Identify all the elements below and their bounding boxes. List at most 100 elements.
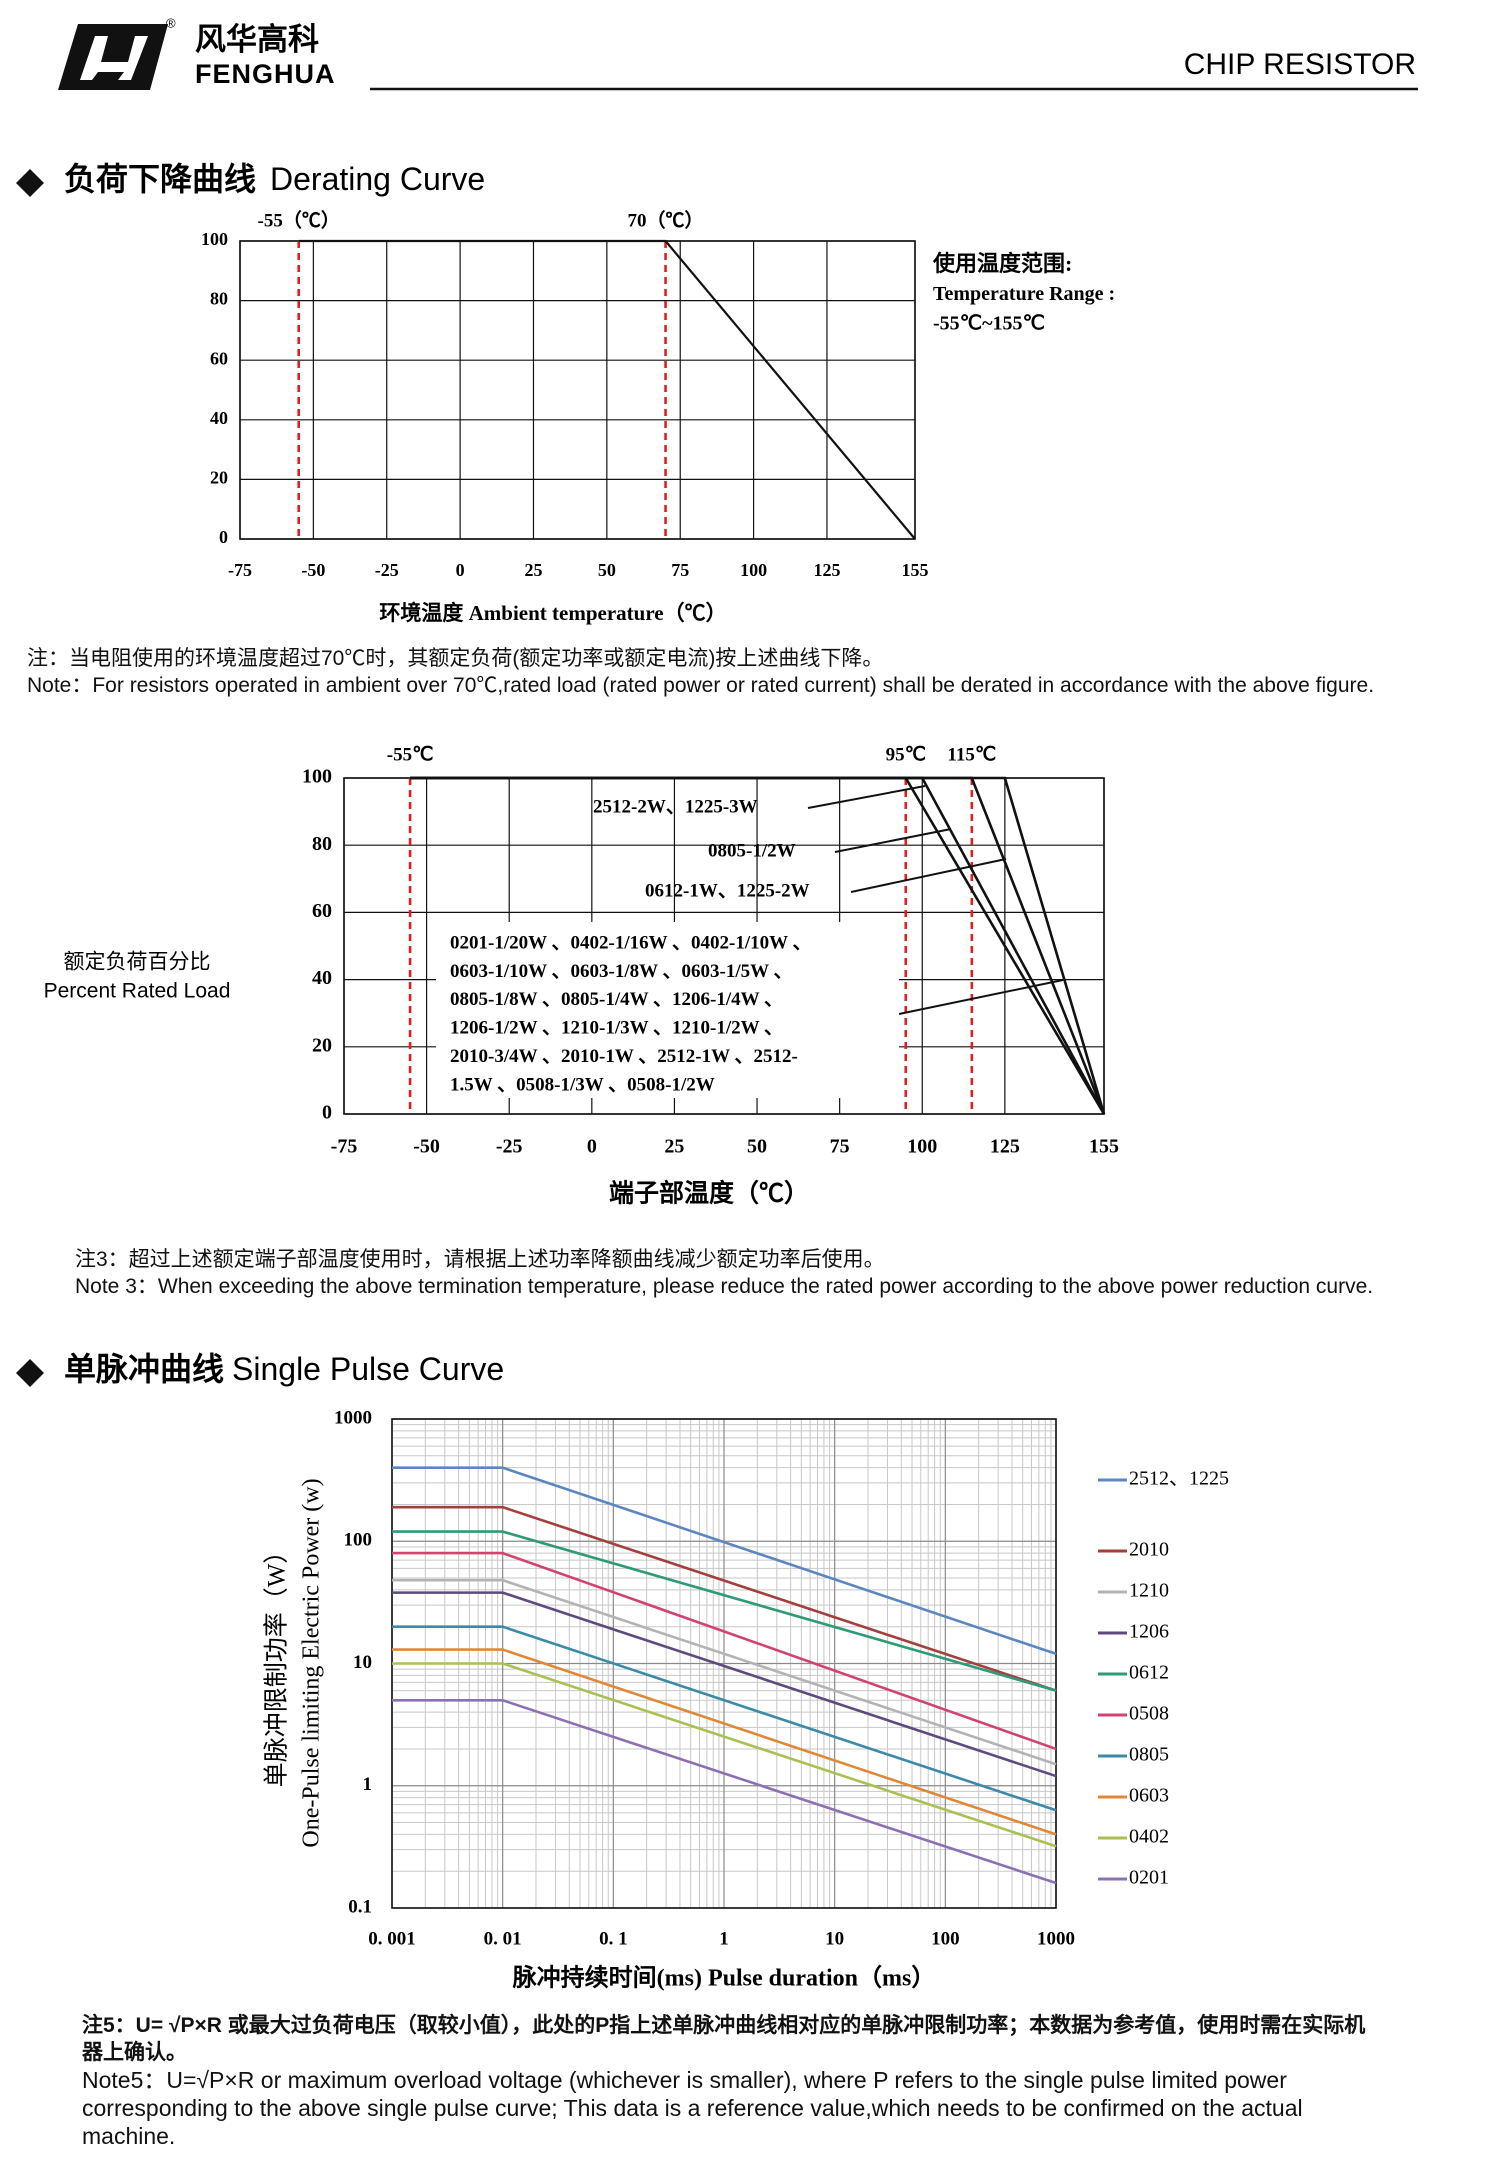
x-tick-label: 0. 1 bbox=[599, 1928, 628, 1949]
y-tick-label: 60 bbox=[312, 900, 332, 922]
x-axis-label: 端子部温度（℃） bbox=[609, 1179, 809, 1208]
x-tick-label: 0. 001 bbox=[368, 1928, 416, 1949]
y-tick-label: 100 bbox=[201, 229, 228, 249]
series-line bbox=[392, 1625, 1057, 1812]
doc-title: CHIP RESISTOR bbox=[1184, 48, 1416, 81]
x-tick-label: 1 bbox=[719, 1928, 729, 1949]
leader-line bbox=[850, 858, 1007, 893]
heading-bullet bbox=[16, 169, 44, 197]
heading-cn: 负荷下降曲线 bbox=[64, 161, 256, 197]
side-note: Temperature Range : bbox=[933, 283, 1115, 305]
series-label: 1.5W 、0508-1/3W 、0508-1/2W bbox=[450, 1074, 715, 1095]
x-tick-label: -75 bbox=[331, 1136, 358, 1158]
x-tick-label: 100 bbox=[907, 1136, 937, 1158]
y-tick-label: 0.1 bbox=[348, 1896, 372, 1917]
y-tick-label: 60 bbox=[210, 348, 228, 368]
section-heading: 负荷下降曲线 Derating Curve bbox=[64, 161, 485, 197]
side-note: 使用温度范围: bbox=[932, 251, 1072, 276]
x-tick-label: 1000 bbox=[1037, 1928, 1075, 1949]
y-tick-label: 10 bbox=[353, 1652, 372, 1673]
series-line bbox=[392, 1699, 1057, 1885]
x-tick-label: 0 bbox=[587, 1136, 597, 1158]
x-tick-label: -25 bbox=[375, 560, 399, 580]
series-label: 2512-2W、1225-3W bbox=[593, 796, 758, 817]
legend-label: 0603 bbox=[1129, 1785, 1169, 1807]
series-line bbox=[392, 1662, 1057, 1848]
y-tick-label: 20 bbox=[312, 1034, 332, 1056]
note-cn: 注：当电阻使用的环境温度超过70℃时，其额定负荷(额定功率或额定电流)按上述曲线… bbox=[27, 647, 884, 670]
y-axis-label: 单脉冲限制功率（W） bbox=[263, 1539, 291, 1788]
note-en: Note 3：When exceeding the above terminat… bbox=[75, 1275, 1374, 1298]
x-tick-label: 155 bbox=[902, 560, 929, 580]
leader-line bbox=[898, 979, 1064, 1015]
x-tick-label: 25 bbox=[524, 560, 542, 580]
y-axis-label: 额定负荷百分比 bbox=[64, 951, 211, 974]
x-tick-label: 50 bbox=[598, 560, 616, 580]
heading-cn: 单脉冲曲线 bbox=[64, 1351, 224, 1387]
logo-en: FENGHUA bbox=[195, 59, 336, 89]
y-tick-label: 1 bbox=[363, 1774, 373, 1795]
legend-label: 2512、1225 bbox=[1129, 1468, 1229, 1490]
x-tick-label: 75 bbox=[830, 1136, 850, 1158]
label-box bbox=[436, 922, 899, 1098]
note-5: 注5：U= √P×R 或最大过负荷电压（取较小值），此处的P指上述单脉冲曲线相对… bbox=[82, 2012, 1372, 2150]
series-label: 1206-1/2W 、1210-1/3W 、1210-1/2W 、 bbox=[450, 1018, 783, 1039]
logo-cn: 风华高科 bbox=[195, 22, 319, 57]
heading-en: Derating Curve bbox=[270, 161, 485, 197]
y-tick-label: 40 bbox=[312, 967, 332, 989]
series-label: 0805-1/2W bbox=[708, 840, 796, 861]
legend-label: 0612 bbox=[1129, 1662, 1169, 1684]
legend-label: 0805 bbox=[1129, 1744, 1169, 1766]
legend-label: 1210 bbox=[1129, 1580, 1169, 1602]
x-tick-label: 25 bbox=[664, 1136, 684, 1158]
y-tick-label: 100 bbox=[302, 766, 332, 788]
y-tick-label: 80 bbox=[312, 833, 332, 855]
legend-label: 0508 bbox=[1129, 1703, 1169, 1725]
x-tick-label: 0 bbox=[456, 560, 465, 580]
series-line bbox=[392, 1648, 1057, 1836]
y-tick-label: 1000 bbox=[334, 1407, 372, 1428]
series-label: 0805-1/8W 、0805-1/4W 、1206-1/4W 、 bbox=[450, 989, 783, 1010]
x-tick-label: 125 bbox=[813, 560, 840, 580]
y-axis-label: Percent Rated Load bbox=[44, 980, 231, 1003]
marker-label: -55（℃） bbox=[258, 208, 340, 231]
series-line bbox=[392, 1551, 1057, 1751]
chart: -75 -50 -25 0 25 50 75 100 125 155 0 20 40 60 80 100 -55… bbox=[201, 208, 1115, 624]
series-line bbox=[298, 239, 916, 540]
y-tick-label: 20 bbox=[210, 468, 228, 488]
y-tick-label: 40 bbox=[210, 408, 228, 428]
x-tick-label: -75 bbox=[228, 560, 252, 580]
side-note: -55℃~155℃ bbox=[933, 313, 1045, 335]
note-3: 注3：超过上述额定端子部温度使用时，请根据上述功率降额曲线减少额定功率后使用。 … bbox=[75, 1246, 1405, 1300]
series-line bbox=[410, 776, 1106, 1115]
series-line bbox=[392, 1578, 1057, 1766]
x-tick-label: 100 bbox=[740, 560, 767, 580]
section-heading: 单脉冲曲线 Single Pulse Curve bbox=[64, 1351, 504, 1387]
legend-label: 2010 bbox=[1129, 1539, 1169, 1561]
logo-mark: ® bbox=[166, 15, 176, 30]
series-label: 0603-1/10W 、0603-1/8W 、0603-1/5W 、 bbox=[450, 961, 793, 982]
y-tick-label: 0 bbox=[322, 1102, 332, 1124]
legend-label: 0201 bbox=[1129, 1867, 1169, 1889]
marker-label: 115℃ bbox=[947, 744, 996, 765]
x-tick-label: 50 bbox=[747, 1136, 767, 1158]
note-en: Note5：U=√P×R or maximum overload voltage… bbox=[82, 2067, 1303, 2149]
x-tick-label: -25 bbox=[496, 1136, 523, 1158]
series-line bbox=[392, 1466, 1057, 1656]
chart: 0. 001 0. 01 0. 1 1 10 100 1000 0.1 1 10 100 1000 25… bbox=[263, 1407, 1229, 1991]
series-label: 2010-3/4W 、2010-1W 、2512-1W 、2512- bbox=[450, 1046, 798, 1067]
marker-label: -55℃ bbox=[387, 744, 434, 765]
x-tick-label: -50 bbox=[301, 560, 325, 580]
heading-bullet bbox=[16, 1359, 44, 1387]
x-axis-label: 环境温度 Ambient temperature（℃） bbox=[379, 601, 726, 625]
leader-line bbox=[834, 828, 952, 853]
x-tick-label: 0. 01 bbox=[484, 1928, 522, 1949]
legend-label: 1206 bbox=[1129, 1621, 1169, 1643]
x-tick-label: 125 bbox=[990, 1136, 1020, 1158]
chart: -75 -50 -25 0 25 50 75 100 125 155 0 20 40 60 80 100 -55… bbox=[44, 744, 1119, 1207]
x-tick-label: -50 bbox=[413, 1136, 440, 1158]
note-cn: 注3：超过上述额定端子部温度使用时，请根据上述功率降额曲线减少额定功率后使用。 bbox=[75, 1248, 885, 1271]
leader-line bbox=[807, 785, 926, 809]
x-tick-label: 155 bbox=[1089, 1136, 1119, 1158]
